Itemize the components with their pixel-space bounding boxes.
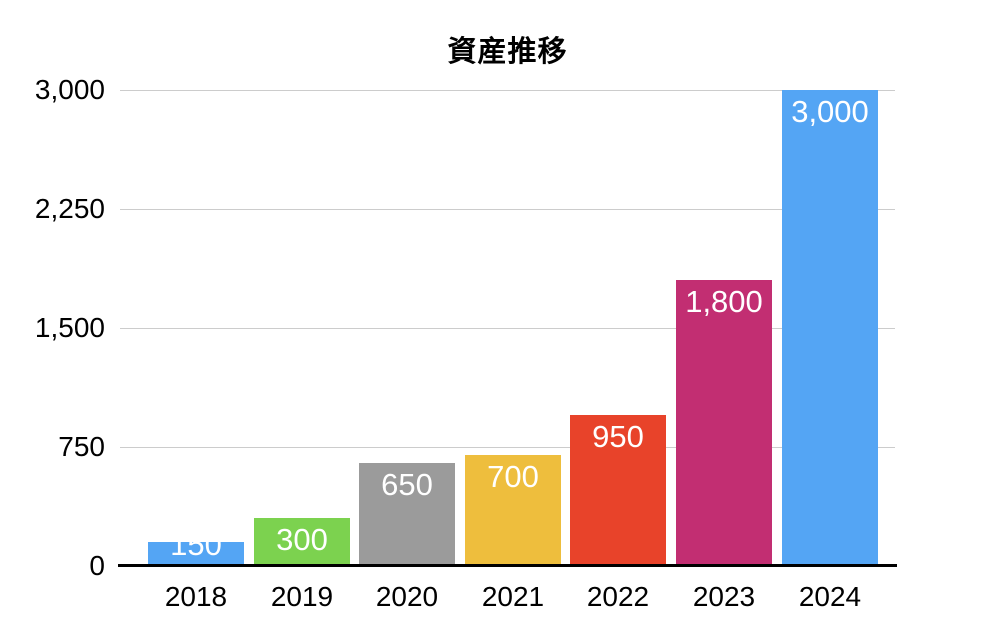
x-axis-tick-label: 2018: [164, 581, 228, 612]
gridline-2250: [120, 209, 895, 210]
y-axis-tick-label: 3,000: [34, 74, 105, 105]
x-axis-tick-label: 2021: [481, 581, 545, 612]
y-axis-tick-label: 0: [89, 550, 105, 581]
bar-value-label: 150: [170, 542, 222, 562]
bar-2022: 950: [570, 415, 666, 566]
bar-2024: 3,000: [782, 90, 878, 566]
bar-2020: 650: [359, 463, 455, 566]
bar-2023: 1,800: [676, 280, 772, 566]
y-axis-tick-label: 2,250: [34, 193, 105, 224]
bar-value-label: 950: [592, 419, 644, 454]
bar-2021: 700: [465, 455, 561, 566]
bar-value-label: 1,800: [685, 284, 763, 319]
x-axis-line: [118, 564, 897, 567]
chart-title: 資産推移: [447, 36, 568, 68]
x-axis-tick-label: 2022: [586, 581, 650, 612]
y-axis-tick-label: 1,500: [34, 312, 105, 343]
bar-value-label: 700: [487, 459, 539, 494]
bar-2018: 150: [148, 542, 244, 566]
x-axis-tick-label: 2020: [375, 581, 439, 612]
bar-value-label: 650: [381, 467, 433, 502]
x-axis-tick-label: 2019: [270, 581, 334, 612]
gridline-1500: [120, 328, 895, 329]
y-axis-tick-label: 750: [58, 431, 105, 462]
x-axis-tick-label: 2023: [692, 581, 756, 612]
bar-2019: 300: [254, 518, 350, 566]
gridline-750: [120, 447, 895, 448]
bar-value-label: 300: [276, 522, 328, 557]
x-axis-tick-label: 2024: [798, 581, 862, 612]
bar-value-label: 3,000: [791, 94, 869, 129]
gridline-3000: [120, 90, 895, 91]
